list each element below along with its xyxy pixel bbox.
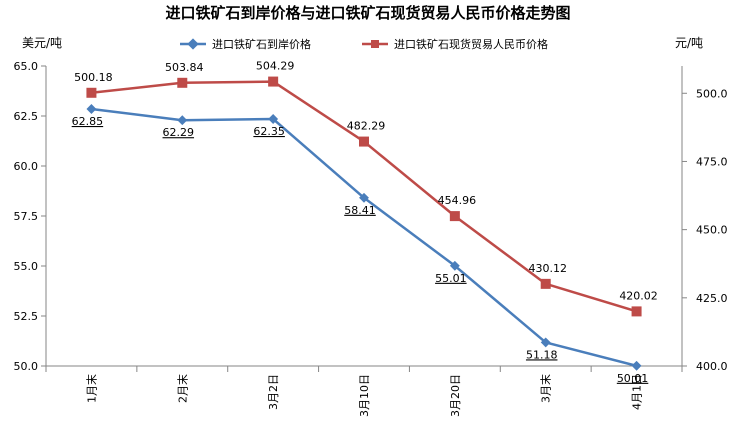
- data-point-diamond: [449, 260, 460, 271]
- data-label-cif: 62.85: [72, 115, 104, 128]
- data-point-diamond: [631, 360, 642, 371]
- data-point-square: [177, 77, 188, 88]
- data-point-square: [268, 76, 279, 87]
- data-point-diamond: [359, 192, 369, 203]
- left-y-tick-label: 52.5: [14, 310, 39, 323]
- data-label-cif: 55.01: [435, 272, 467, 285]
- data-point-diamond: [540, 337, 551, 348]
- left-y-tick-label: 62.5: [14, 110, 39, 123]
- legend: 进口铁矿石到岸价格 进口铁矿石现货贸易人民币价格: [180, 37, 548, 51]
- data-label-rmb: 503.84: [165, 61, 204, 74]
- x-category-label: 4月1日: [631, 374, 644, 410]
- legend-item-rmb-price: 进口铁矿石现货贸易人民币价格: [362, 37, 548, 51]
- x-category-label: 2月末: [175, 374, 189, 403]
- left-axis-unit: 美元/吨: [22, 36, 62, 50]
- data-label-rmb: 420.02: [619, 289, 658, 302]
- chart-title: 进口铁矿石到岸价格与进口铁矿石现货贸易人民币价格走势图: [165, 4, 570, 22]
- left-y-tick-label: 55.0: [14, 260, 39, 273]
- legend-label-cif: 进口铁矿石到岸价格: [212, 37, 311, 51]
- left-y-tick-label: 65.0: [14, 60, 39, 73]
- legend-marker-square: [371, 40, 379, 48]
- data-point-square: [359, 136, 369, 147]
- data-label-rmb: 504.29: [256, 60, 295, 73]
- series-layer: [86, 76, 642, 371]
- data-label-cif: 51.18: [526, 348, 558, 361]
- data-label-rmb: 482.29: [347, 120, 386, 133]
- data-point-diamond: [86, 104, 97, 114]
- legend-item-cif-price: 进口铁矿石到岸价格: [180, 37, 311, 51]
- data-label-cif: 50.01: [617, 372, 649, 385]
- data-label-rmb: 430.12: [528, 262, 567, 275]
- x-category-label: 3月10日: [358, 374, 371, 417]
- right-y-tick-label: 400.0: [696, 360, 728, 373]
- data-label-cif: 62.29: [163, 126, 195, 139]
- left-y-tick-label: 50.0: [14, 360, 39, 373]
- x-category-label: 1月末: [84, 374, 98, 403]
- data-point-square: [540, 278, 551, 289]
- series-line-cif: [91, 107, 637, 368]
- legend-label-rmb: 进口铁矿石现货贸易人民币价格: [394, 37, 548, 51]
- x-category-label: 3月末: [539, 374, 553, 403]
- x-category-label: 3月20日: [449, 374, 462, 417]
- right-axis-unit: 元/吨: [675, 36, 703, 50]
- data-point-diamond: [177, 115, 188, 126]
- legend-marker-diamond: [187, 38, 199, 50]
- right-y-tick-label: 475.0: [696, 155, 728, 168]
- data-label-rmb: 500.18: [74, 71, 113, 84]
- data-label-rmb: 454.96: [438, 194, 477, 207]
- data-point-square: [449, 211, 460, 222]
- data-label-cif: 62.35: [253, 125, 285, 138]
- left-y-tick-label: 60.0: [14, 160, 39, 173]
- data-label-cif: 58.41: [344, 204, 376, 217]
- right-y-tick-label: 500.0: [696, 87, 728, 100]
- right-y-tick-label: 450.0: [696, 224, 728, 237]
- data-point-square: [631, 306, 642, 317]
- data-point-square: [86, 87, 97, 98]
- right-y-tick-label: 425.0: [696, 292, 728, 305]
- axes: 50.0 52.5 55.0 57.5 60.0 62.5 65.0 400.0 425.0 45…: [14, 60, 728, 417]
- left-y-tick-label: 57.5: [14, 210, 39, 223]
- x-category-label: 3月2日: [267, 374, 280, 410]
- data-labels: 62.85 62.29 62.35 58.41 55.01 51.18 50.01 500.1…: [72, 60, 658, 385]
